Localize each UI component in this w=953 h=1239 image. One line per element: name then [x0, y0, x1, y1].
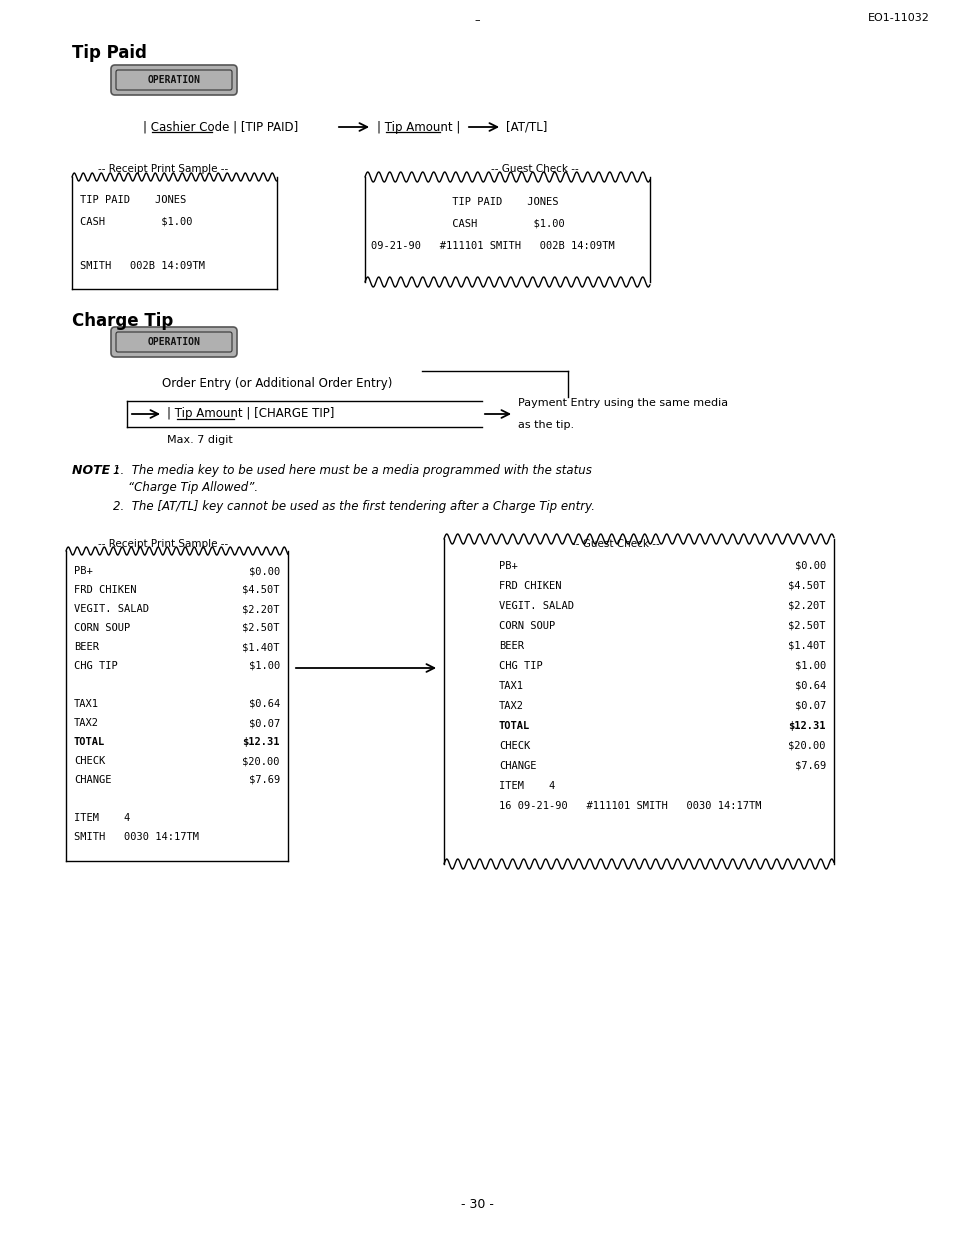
- Text: SMITH   002B 14:09TM: SMITH 002B 14:09TM: [80, 261, 205, 271]
- Text: 2.  The [AT/TL] key cannot be used as the first tendering after a Charge Tip ent: 2. The [AT/TL] key cannot be used as the…: [112, 501, 595, 513]
- Text: TAX2: TAX2: [498, 701, 523, 711]
- Text: $12.31: $12.31: [788, 721, 825, 731]
- Text: TOTAL: TOTAL: [498, 721, 530, 731]
- FancyBboxPatch shape: [116, 69, 232, 90]
- Text: PB+: PB+: [74, 566, 92, 576]
- Text: TIP PAID    JONES: TIP PAID JONES: [80, 195, 186, 204]
- Text: -- Receipt Print Sample --: -- Receipt Print Sample --: [98, 539, 228, 549]
- Text: $20.00: $20.00: [242, 756, 280, 766]
- Text: | Cashier Code | [TIP PAID]: | Cashier Code | [TIP PAID]: [143, 120, 298, 134]
- Text: -- Guest Check --: -- Guest Check --: [572, 539, 659, 549]
- Text: $20.00: $20.00: [788, 741, 825, 751]
- Text: CHANGE: CHANGE: [498, 761, 536, 771]
- Text: $1.40T: $1.40T: [242, 642, 280, 652]
- FancyBboxPatch shape: [116, 332, 232, 352]
- Text: CASH         $1.00: CASH $1.00: [371, 219, 564, 229]
- Text: SMITH   0030 14:17TM: SMITH 0030 14:17TM: [74, 833, 199, 843]
- Text: FRD CHIKEN: FRD CHIKEN: [498, 581, 561, 591]
- Text: $2.50T: $2.50T: [242, 623, 280, 633]
- Text: -- Receipt Print Sample --: -- Receipt Print Sample --: [98, 164, 228, 173]
- Text: CHECK: CHECK: [498, 741, 530, 751]
- Text: $12.31: $12.31: [242, 737, 280, 747]
- Text: as the tip.: as the tip.: [517, 420, 574, 430]
- Text: TOTAL: TOTAL: [74, 737, 105, 747]
- Text: CHANGE: CHANGE: [74, 776, 112, 786]
- Text: 09-21-90   #111101 SMITH   002B 14:09TM: 09-21-90 #111101 SMITH 002B 14:09TM: [371, 242, 614, 252]
- Text: $0.00: $0.00: [794, 561, 825, 571]
- Text: TAX2: TAX2: [74, 717, 99, 729]
- Text: EO1-11032: EO1-11032: [867, 12, 929, 24]
- Text: TAX1: TAX1: [498, 681, 523, 691]
- Text: $2.20T: $2.20T: [242, 603, 280, 615]
- Text: VEGIT. SALAD: VEGIT. SALAD: [74, 603, 149, 615]
- Text: Payment Entry using the same media: Payment Entry using the same media: [517, 398, 727, 408]
- Text: $7.69: $7.69: [249, 776, 280, 786]
- Text: Charge Tip: Charge Tip: [71, 312, 173, 330]
- Text: | Tip Amount |: | Tip Amount |: [376, 120, 460, 134]
- Text: $2.20T: $2.20T: [788, 601, 825, 611]
- Text: Order Entry (or Additional Order Entry): Order Entry (or Additional Order Entry): [162, 378, 392, 390]
- Text: CHG TIP: CHG TIP: [498, 660, 542, 672]
- Text: $4.50T: $4.50T: [242, 585, 280, 595]
- Text: | Tip Amount | [CHARGE TIP]: | Tip Amount | [CHARGE TIP]: [167, 408, 334, 420]
- Text: VEGIT. SALAD: VEGIT. SALAD: [498, 601, 574, 611]
- Text: CHG TIP: CHG TIP: [74, 660, 117, 672]
- Text: OPERATION: OPERATION: [148, 337, 200, 347]
- Text: $0.64: $0.64: [794, 681, 825, 691]
- Text: CORN SOUP: CORN SOUP: [74, 623, 131, 633]
- Text: –: –: [474, 15, 479, 25]
- Text: Tip Paid: Tip Paid: [71, 45, 147, 62]
- Text: $1.00: $1.00: [794, 660, 825, 672]
- Text: BEER: BEER: [74, 642, 99, 652]
- Text: $2.50T: $2.50T: [788, 621, 825, 631]
- Text: CHECK: CHECK: [74, 756, 105, 766]
- Text: FRD CHIKEN: FRD CHIKEN: [74, 585, 136, 595]
- Text: - 30 -: - 30 -: [460, 1198, 493, 1211]
- Text: $7.69: $7.69: [794, 761, 825, 771]
- Text: ITEM    4: ITEM 4: [74, 813, 131, 823]
- Text: CORN SOUP: CORN SOUP: [498, 621, 555, 631]
- Text: $0.00: $0.00: [249, 566, 280, 576]
- Text: $1.00: $1.00: [249, 660, 280, 672]
- Text: $0.07: $0.07: [249, 717, 280, 729]
- Text: TIP PAID    JONES: TIP PAID JONES: [371, 197, 558, 207]
- Text: NOTE :: NOTE :: [71, 463, 119, 477]
- Text: $0.64: $0.64: [249, 699, 280, 709]
- FancyBboxPatch shape: [111, 64, 236, 95]
- Text: ITEM    4: ITEM 4: [498, 781, 555, 790]
- Text: [AT/TL]: [AT/TL]: [505, 120, 547, 134]
- Text: PB+: PB+: [498, 561, 517, 571]
- Text: OPERATION: OPERATION: [148, 76, 200, 85]
- FancyBboxPatch shape: [111, 327, 236, 357]
- Text: $4.50T: $4.50T: [788, 581, 825, 591]
- Text: 16 09-21-90   #111101 SMITH   0030 14:17TM: 16 09-21-90 #111101 SMITH 0030 14:17TM: [498, 800, 760, 812]
- Text: -- Guest Check --: -- Guest Check --: [491, 164, 578, 173]
- Text: “Charge Tip Allowed”.: “Charge Tip Allowed”.: [112, 481, 258, 494]
- Text: $0.07: $0.07: [794, 701, 825, 711]
- Text: Max. 7 digit: Max. 7 digit: [167, 435, 233, 445]
- Text: CASH         $1.00: CASH $1.00: [80, 217, 193, 227]
- Text: $1.40T: $1.40T: [788, 641, 825, 650]
- Text: BEER: BEER: [498, 641, 523, 650]
- Text: TAX1: TAX1: [74, 699, 99, 709]
- Text: 1.  The media key to be used here must be a media programmed with the status: 1. The media key to be used here must be…: [112, 463, 591, 477]
